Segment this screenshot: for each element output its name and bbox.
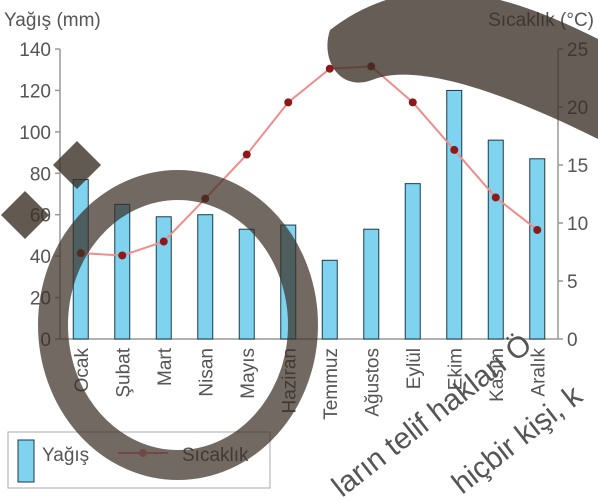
category-label: Mart	[155, 347, 176, 386]
overlay-arc-shape	[327, 0, 598, 140]
bar-10	[446, 89, 463, 340]
temperature-point-11	[491, 193, 500, 202]
category-label: Mayıs	[238, 348, 259, 399]
temperature-point-2	[118, 251, 127, 260]
bar-11	[487, 139, 504, 340]
bar-3	[155, 216, 172, 340]
watermark-text-1: ların telif hakları Ö	[326, 328, 538, 501]
left-tick-label: 80	[30, 164, 51, 185]
overlay-ring-shape	[38, 170, 318, 480]
left-tick-label: 140	[19, 40, 51, 61]
bar-5	[238, 228, 255, 340]
temperature-line	[76, 62, 542, 260]
temperature-point-7	[325, 64, 334, 73]
bar-4	[197, 214, 214, 340]
category-label: Kasım	[487, 348, 508, 402]
category-label: Eylül	[404, 348, 425, 389]
temperature-point-5	[242, 150, 251, 159]
temperature-point-10	[450, 145, 459, 154]
temperature-point-12	[533, 225, 542, 234]
legend-bar-label: Yağış	[42, 445, 89, 466]
temperature-point-6	[284, 98, 293, 107]
bar-12	[529, 158, 546, 340]
bar-7	[321, 259, 338, 340]
legend-bar-swatch	[17, 439, 35, 483]
right-tick-label: 15	[567, 156, 588, 177]
temperature-point-9	[408, 98, 417, 107]
temperature-point-3	[159, 237, 168, 246]
category-label: Nisan	[196, 348, 217, 397]
bar-9	[404, 183, 421, 340]
right-tick-label: 5	[567, 272, 578, 293]
left-tick-label: 120	[19, 81, 51, 102]
left-tick-label: 40	[30, 247, 51, 268]
bar-2	[114, 203, 131, 340]
right-tick-label: 10	[567, 214, 588, 235]
category-label: Temmuz	[321, 348, 342, 420]
category-label: Ağustos	[362, 348, 383, 417]
overlay-diamond-shape	[0, 190, 50, 240]
category-label: Şubat	[113, 347, 134, 397]
overlay-diamond-shape	[52, 140, 102, 190]
left-axis-title: Yağış (mm)	[4, 10, 101, 31]
bar-8	[363, 228, 380, 340]
right-tick-label: 0	[567, 330, 578, 351]
category-label: Ekim	[445, 348, 466, 390]
temperature-series-line	[80, 65, 538, 257]
left-tick-label: 100	[19, 123, 51, 144]
category-label: Aralık	[528, 348, 549, 397]
